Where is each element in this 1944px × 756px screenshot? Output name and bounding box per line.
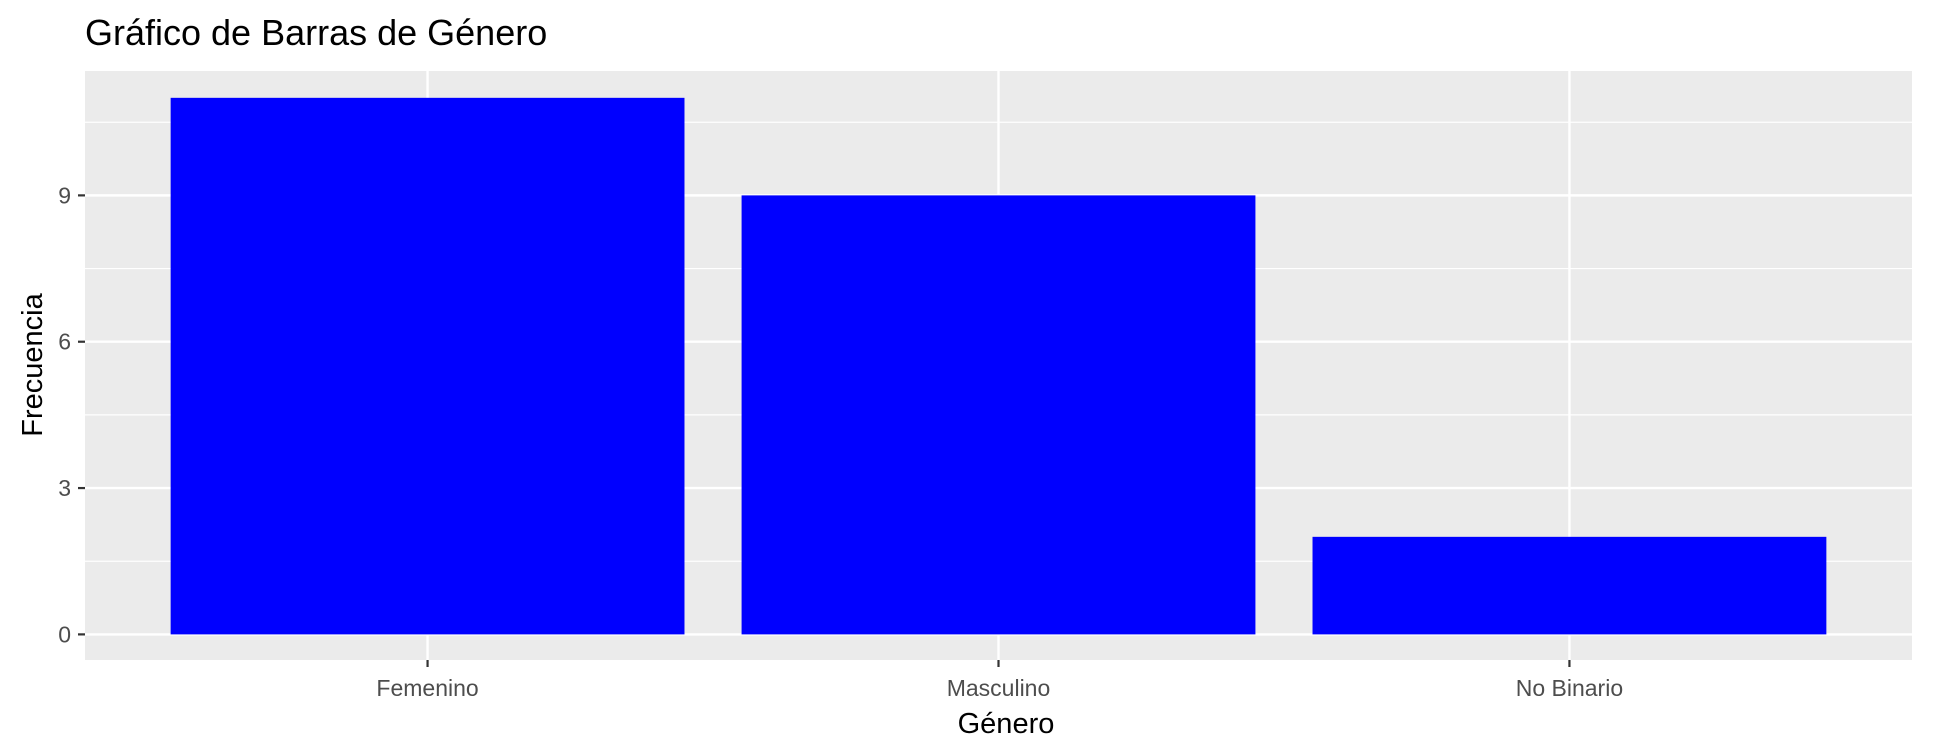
y-axis-ticks: 0 3 6 9 [58, 182, 85, 647]
y-tick-label: 9 [58, 182, 71, 208]
y-tick-label: 3 [58, 475, 71, 501]
y-axis-title: Frecuencia [17, 292, 49, 436]
bars [170, 97, 1827, 635]
x-tick-label: Masculino [947, 675, 1051, 701]
x-tick-label: Femenino [376, 675, 478, 701]
bar-femenino [170, 97, 685, 635]
x-tick-label: No Binario [1516, 675, 1623, 701]
y-tick-label: 0 [58, 621, 71, 647]
bar-no-binario [1312, 536, 1827, 635]
chart-title: Gráfico de Barras de Género [85, 12, 547, 53]
x-axis-title: Género [958, 708, 1055, 740]
bar-masculino [741, 195, 1256, 635]
y-tick-label: 6 [58, 329, 71, 355]
x-axis-ticks: Femenino Masculino No Binario [376, 660, 1623, 701]
